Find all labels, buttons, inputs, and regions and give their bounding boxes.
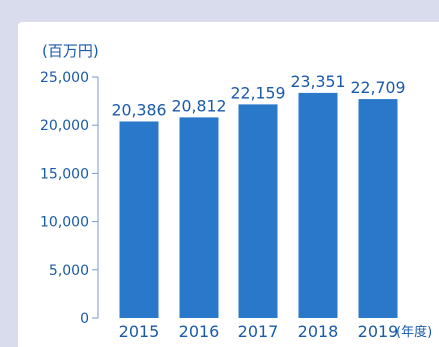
x-tick-label-2018: 2018 [298, 322, 339, 341]
value-label-2016: 20,812 [172, 96, 227, 115]
x-tick-label-2016: 2016 [179, 322, 220, 341]
x-tick-label-2019: 2019 [358, 322, 399, 341]
y-tick-label: 15,000 [40, 166, 89, 182]
value-label-2018: 23,351 [291, 72, 346, 91]
bar-2016 [179, 117, 219, 319]
bar-2018 [298, 92, 338, 318]
y-axis-ticks: 0 5,000 10,000 15,000 20,000 25,000 [40, 70, 98, 327]
y-tick-label: 20,000 [40, 118, 89, 134]
value-label-2015: 20,386 [112, 100, 167, 119]
y-tick-label: 25,000 [40, 70, 89, 86]
value-label-2019: 22,709 [351, 78, 406, 97]
bar-2017 [238, 104, 278, 318]
x-axis-ticks: 2015 2016 2017 2018 2019 [119, 322, 399, 341]
y-tick-label: 0 [80, 311, 89, 327]
y-tick-label: 10,000 [40, 215, 89, 231]
y-tick-label: 5,000 [49, 263, 89, 279]
bar-2015 [119, 121, 159, 318]
value-label-2017: 22,159 [231, 83, 286, 102]
x-tick-label-2015: 2015 [119, 322, 160, 341]
x-unit-label: (年度) [396, 324, 432, 340]
y-unit-label: (百万円) [42, 42, 99, 60]
bar-2019 [358, 99, 398, 319]
x-tick-label-2017: 2017 [238, 322, 279, 341]
bars [119, 92, 398, 319]
